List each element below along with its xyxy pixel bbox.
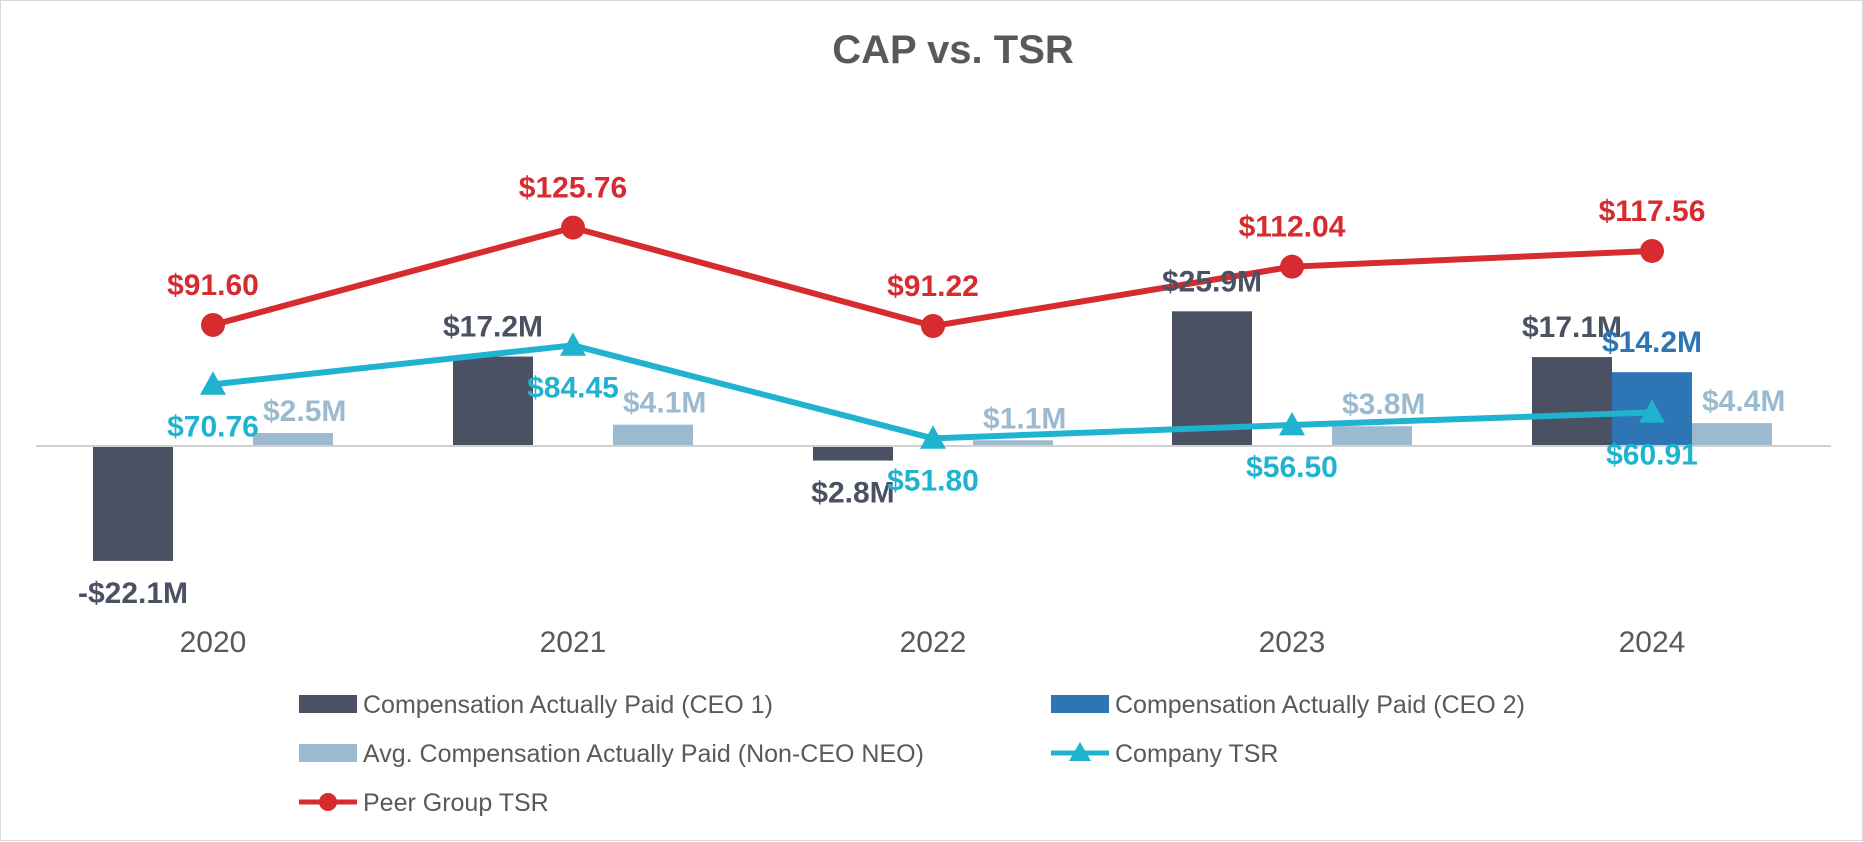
- category-label-2020: 2020: [180, 626, 247, 659]
- category-label-2021: 2021: [540, 626, 607, 659]
- legend-label: Compensation Actually Paid (CEO 1): [363, 691, 773, 719]
- bar-compensation-actually-paid-ceo-1--2022: [813, 446, 893, 461]
- tsr-data-label: $51.80: [887, 464, 979, 497]
- company-tsr-marker-2023: [1279, 411, 1305, 436]
- bar-compensation-actually-paid-ceo-1--2021: [453, 356, 533, 446]
- category-label-2022: 2022: [900, 626, 967, 659]
- peer-tsr-marker-2023: [1280, 254, 1304, 279]
- tsr-data-label: $84.45: [527, 371, 619, 404]
- bar-data-label: -$22.1M: [78, 577, 188, 610]
- bar-data-label: $25.9M: [1162, 265, 1262, 298]
- peer-tsr-marker-2024: [1640, 238, 1664, 263]
- bar-data-label: $2.5M: [263, 395, 346, 428]
- tsr-data-label: $56.50: [1246, 451, 1338, 484]
- category-label-2023: 2023: [1259, 626, 1326, 659]
- company-tsr-line: [212, 342, 1653, 442]
- bar-avg-compensation-actually-paid-non-ceo-neo--2021: [613, 424, 693, 446]
- bar-data-label: $2.8M: [811, 477, 894, 510]
- peer-tsr-marker-2021: [561, 215, 585, 240]
- bar-data-label: $3.8M: [1342, 388, 1425, 421]
- category-axis: 2020 2021 2022 2023 2024: [180, 626, 1686, 659]
- tsr-data-label: $70.76: [167, 410, 259, 443]
- tsr-data-label: $125.76: [519, 172, 627, 205]
- bar-compensation-actually-paid-ceo-1--2024: [1532, 357, 1612, 446]
- tsr-data-label: $91.60: [167, 269, 259, 302]
- legend-label: Compensation Actually Paid (CEO 2): [1115, 691, 1525, 719]
- chart-title: CAP vs. TSR: [832, 28, 1074, 72]
- category-label-2024: 2024: [1619, 626, 1686, 659]
- tsr-data-label: $117.56: [1599, 195, 1706, 228]
- bar-avg-compensation-actually-paid-non-ceo-neo--2024: [1692, 423, 1772, 446]
- company-tsr-marker-2022: [920, 425, 946, 449]
- company-tsr-marker-2020: [200, 371, 226, 395]
- legend-label: Peer Group TSR: [363, 789, 549, 817]
- bar-data-label: $4.1M: [623, 387, 706, 420]
- peer-tsr-marker-2022: [921, 314, 945, 339]
- legend-circle-marker: [319, 793, 337, 811]
- legend-swatch: [299, 744, 357, 762]
- labels-layer: -$22.1M $17.2M $2.8M $25.9M $17.1M$14.2M $2.5…: [78, 172, 1785, 610]
- tsr-data-label: $60.91: [1606, 438, 1698, 471]
- legend-label: Company TSR: [1115, 740, 1279, 768]
- legend: Compensation Actually Paid (CEO 1) Compen…: [299, 691, 1525, 817]
- legend-swatch: [299, 695, 357, 713]
- bar-avg-compensation-actually-paid-non-ceo-neo--2020: [253, 433, 333, 446]
- bar-compensation-actually-paid-ceo-1--2020: [93, 446, 173, 561]
- bar-data-label: $4.4M: [1702, 385, 1785, 418]
- bar-data-label: $1.1M: [983, 402, 1066, 435]
- bars-layer: [93, 311, 1772, 561]
- company-tsr-marker-2024: [1639, 399, 1665, 423]
- peer-tsr-marker-2020: [201, 312, 225, 337]
- bar-avg-compensation-actually-paid-non-ceo-neo--2023: [1332, 426, 1412, 446]
- bar-data-label: $17.1M: [1522, 311, 1622, 344]
- tsr-data-label: $112.04: [1239, 211, 1346, 244]
- company-tsr-marker-2021: [560, 332, 586, 356]
- legend-triangle-marker: [1069, 742, 1091, 761]
- tsr-data-label: $91.22: [887, 270, 979, 303]
- legend-item-2: Avg. Compensation Actually Paid (Non-CEO…: [299, 740, 924, 768]
- bar-compensation-actually-paid-ceo-1--2023: [1172, 311, 1252, 446]
- bar-data-label: $17.2M: [443, 311, 543, 344]
- legend-swatch: [1051, 695, 1109, 713]
- lines-layer: [200, 215, 1665, 449]
- legend-item-3: Company TSR: [1051, 740, 1279, 768]
- bar-avg-compensation-actually-paid-non-ceo-neo--2022: [973, 440, 1053, 446]
- legend-label: Avg. Compensation Actually Paid (Non-CEO…: [363, 740, 924, 768]
- legend-item-0: Compensation Actually Paid (CEO 1): [299, 691, 773, 719]
- legend-item-4: Peer Group TSR: [299, 789, 549, 817]
- bar-data-label: $14.2M: [1602, 326, 1702, 359]
- legend-item-1: Compensation Actually Paid (CEO 2): [1051, 691, 1525, 719]
